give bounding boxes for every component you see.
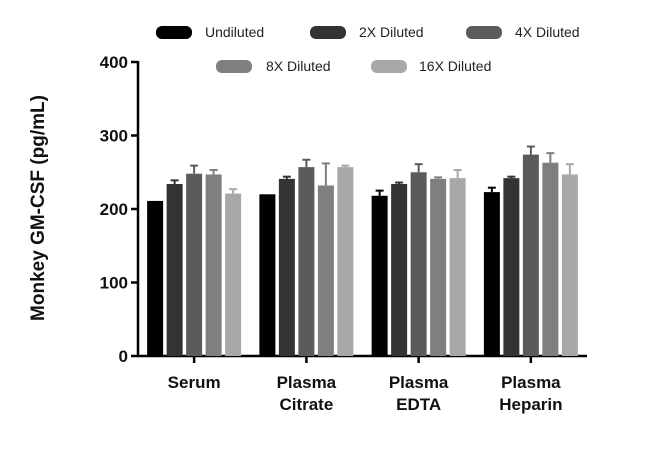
- y-axis: 0 100 200 300 400: [100, 53, 140, 366]
- bar: [298, 167, 315, 356]
- bar: [542, 162, 559, 356]
- bar: [561, 174, 578, 356]
- legend-swatch: [466, 26, 502, 39]
- bars: [147, 145, 578, 356]
- bar: [449, 178, 466, 356]
- legend-swatch: [371, 60, 407, 73]
- legend: Undiluted 2X Diluted 4X Diluted 8X Diluted 1…: [156, 24, 580, 74]
- bar: [317, 185, 334, 356]
- bar: [410, 172, 427, 356]
- y-tick-label: 300: [100, 127, 128, 146]
- bar: [166, 184, 183, 356]
- bar: [147, 200, 164, 356]
- legend-label: Undiluted: [205, 24, 264, 40]
- legend-swatch: [156, 26, 192, 39]
- bar: [503, 178, 520, 356]
- legend-label: 8X Diluted: [266, 58, 331, 74]
- bar: [278, 178, 295, 356]
- x-tick-label: Plasma EDTA: [389, 373, 449, 414]
- x-tick-label: Plasma Heparin: [499, 373, 562, 414]
- legend-swatch: [310, 26, 346, 39]
- bar: [371, 195, 388, 356]
- x-tick-label: Plasma Citrate: [277, 373, 337, 414]
- legend-swatch: [216, 60, 252, 73]
- x-axis: Serum Plasma Citrate Plasma EDTA Plasma Hepari…: [137, 354, 587, 414]
- legend-label: 2X Diluted: [359, 24, 424, 40]
- y-tick-label: 200: [100, 200, 128, 219]
- bar: [225, 193, 242, 356]
- y-tick-label: 0: [119, 347, 128, 366]
- y-tick-label: 400: [100, 53, 128, 72]
- legend-label: 4X Diluted: [515, 24, 580, 40]
- y-tick-label: 100: [100, 274, 128, 293]
- bar: [337, 167, 354, 356]
- y-axis-label: Monkey GM-CSF (pg/mL): [28, 95, 49, 321]
- bar: [522, 154, 539, 356]
- bar: [186, 173, 203, 356]
- bar: [205, 174, 222, 356]
- x-tick-label: Serum: [168, 373, 221, 392]
- bar: [430, 178, 447, 356]
- bar: [483, 192, 500, 356]
- bar: [259, 194, 276, 356]
- bar: [391, 184, 408, 356]
- legend-label: 16X Diluted: [419, 58, 491, 74]
